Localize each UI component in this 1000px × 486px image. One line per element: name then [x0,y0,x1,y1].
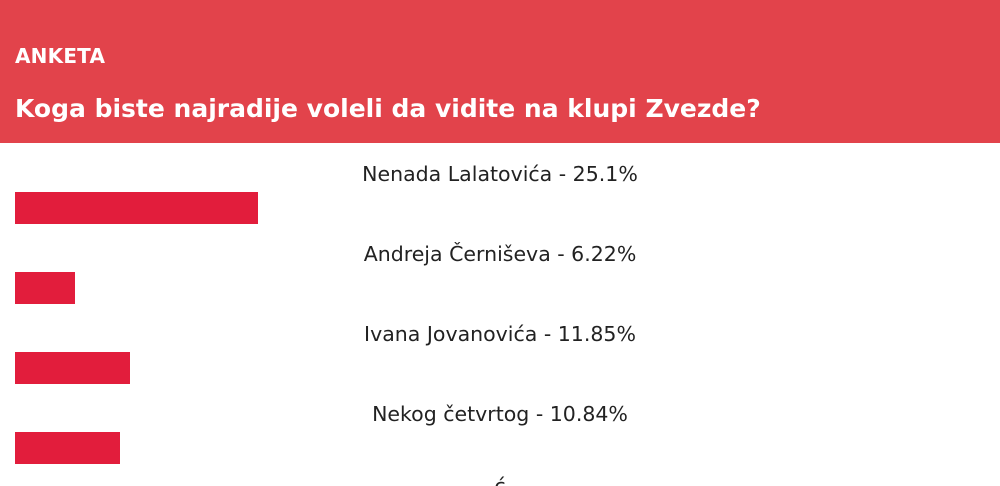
poll-option[interactable]: Andreja Černiševa - 6.22% [0,223,1000,304]
poll-option[interactable]: Ivana Jovanovića - 11.85% [0,303,1000,384]
poll-option-label: Ivana Jovanovića - 11.85% [364,322,636,346]
poll-option-label-cut: ć [0,475,1000,486]
poll-options: Nenada Lalatovića - 25.1% Andreja Černiš… [0,143,1000,486]
poll-option-bar [15,272,76,304]
poll-question: Koga biste najradije voleli da vidite na… [15,94,761,123]
poll-option-label: Andreja Černiševa - 6.22% [363,242,637,266]
poll-option-label: Nenada Lalatovića - 25.1% [362,162,638,186]
poll-option[interactable]: Nekog četvrtog - 10.84% [0,383,1000,464]
poll-header: ANKETA Koga biste najradije voleli da vi… [0,0,1000,143]
poll-option-bar [15,192,259,224]
poll-option-bar [15,352,130,384]
poll-option-bar [15,432,121,464]
poll-tag: ANKETA [15,44,106,68]
poll-option-label: Nekog četvrtog - 10.84% [372,402,628,426]
poll-option[interactable]: Nenada Lalatovića - 25.1% [0,143,1000,224]
